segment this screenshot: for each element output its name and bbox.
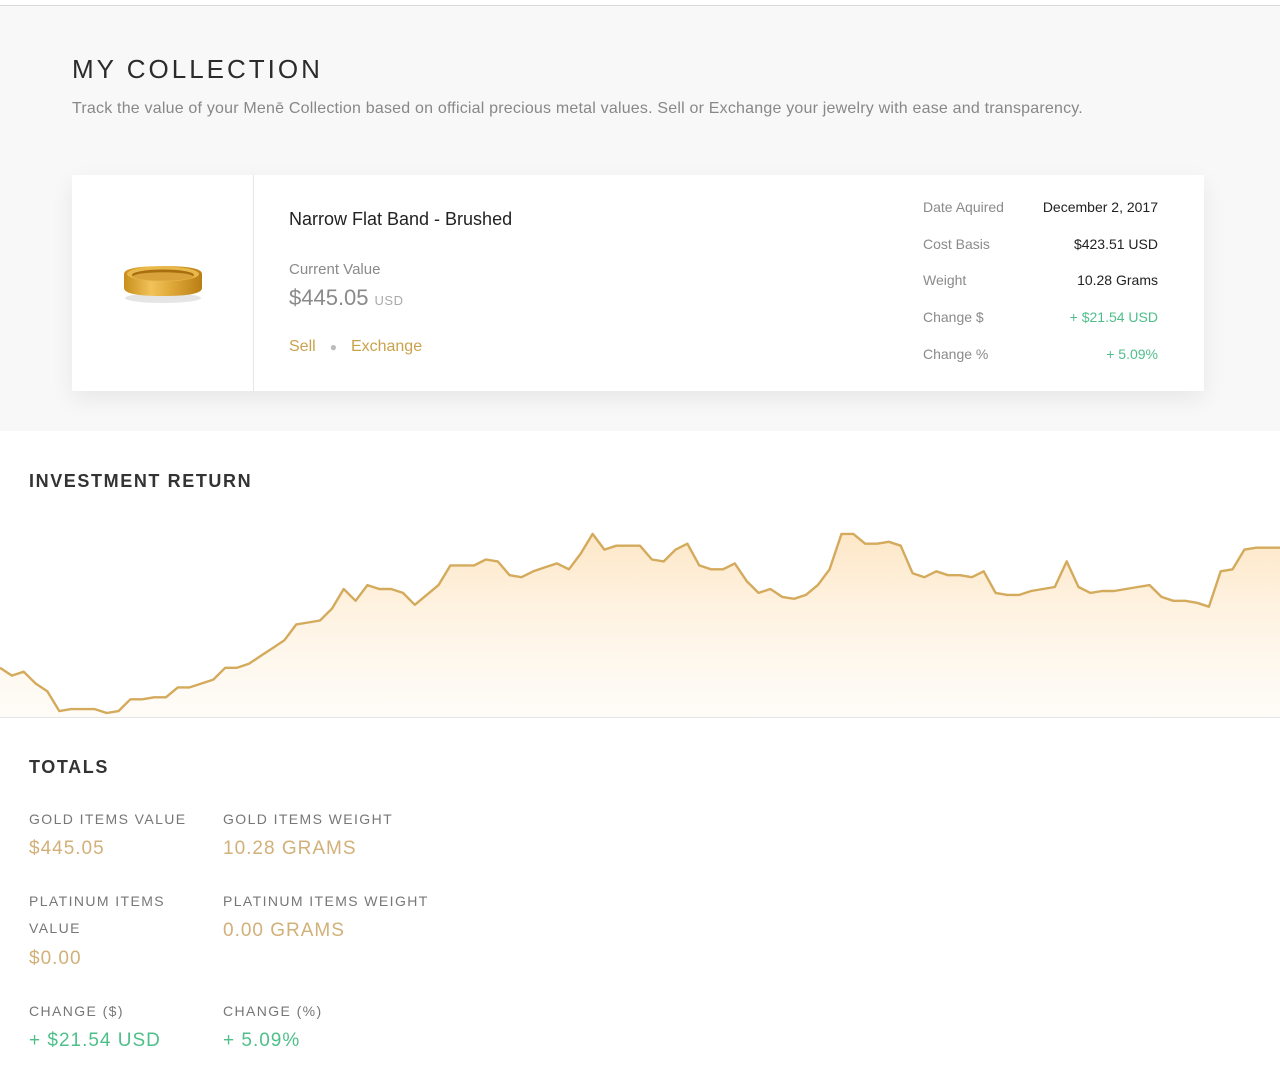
item-name: Narrow Flat Band - Brushed	[289, 209, 513, 229]
platinum-items-weight: 0.00 GRAMS	[223, 920, 345, 941]
platinum-items-weight-label: PLATINUM ITEMS WEIGHT	[223, 893, 429, 909]
sell-link[interactable]: Sell	[289, 338, 316, 355]
current-value-label: Current Value	[289, 261, 381, 278]
detail-row-change-pct: Change % + 5.09%	[923, 346, 1158, 383]
detail-label: Change %	[923, 345, 989, 362]
detail-row-date-acquired: Date Aquired December 2, 2017	[923, 199, 1158, 236]
detail-row-cost-basis: Cost Basis $423.51 USD	[923, 236, 1158, 273]
detail-value: + $21.54 USD	[1069, 309, 1158, 326]
chart-baseline	[0, 717, 1280, 718]
gold-items-weight-label: GOLD ITEMS WEIGHT	[223, 811, 394, 827]
gold-ring-icon	[123, 266, 202, 303]
item-actions: Sell ● Exchange	[289, 338, 422, 356]
collection-item-card: Narrow Flat Band - Brushed Current Value…	[72, 175, 1204, 391]
separator-dot-icon: ●	[329, 340, 337, 354]
change-usd-value: + $21.54 USD	[29, 1030, 161, 1051]
exchange-link[interactable]: Exchange	[350, 338, 423, 355]
platinum-items-value: $0.00	[29, 948, 82, 969]
detail-value: 10.28 Grams	[1077, 272, 1158, 289]
change-usd-label: CHANGE ($)	[29, 1003, 124, 1019]
gold-items-value-label: GOLD ITEMS VALUE	[29, 811, 187, 827]
label-line: VALUE	[29, 920, 81, 936]
item-image	[72, 175, 254, 391]
label-line: PLATINUM ITEMS	[29, 893, 166, 909]
gold-items-weight: 10.28 GRAMS	[223, 838, 357, 859]
current-value-amount: $445.05	[289, 285, 369, 310]
detail-label: Cost Basis	[923, 235, 990, 252]
investment-return-title: INVESTMENT RETURN	[29, 471, 253, 491]
investment-return-chart	[0, 512, 1280, 717]
current-value-unit: USD	[374, 293, 404, 308]
investment-chart-svg	[0, 532, 1280, 717]
chart-series-line	[0, 532, 1280, 715]
gold-items-value: $445.05	[29, 838, 105, 859]
detail-value: December 2, 2017	[1042, 199, 1158, 215]
totals-title: TOTALS	[29, 757, 109, 777]
collection-header: MY COLLECTION Track the value of your Me…	[0, 6, 1280, 431]
platinum-items-value-label: PLATINUM ITEMS VALUE	[29, 888, 165, 942]
detail-label: Date Aquired	[923, 199, 1004, 215]
top-divider	[0, 0, 1280, 6]
detail-row-weight: Weight 10.28 Grams	[923, 272, 1158, 309]
detail-row-change-usd: Change $ + $21.54 USD	[923, 309, 1158, 346]
change-pct-label: CHANGE (%)	[223, 1003, 323, 1019]
item-details: Date Aquired December 2, 2017 Cost Basis…	[923, 199, 1158, 382]
change-pct-value: + 5.09%	[223, 1030, 301, 1051]
page-title: MY COLLECTION	[72, 54, 323, 84]
detail-value: $423.51 USD	[1073, 235, 1158, 252]
chart-area-fill	[0, 533, 1280, 717]
detail-label: Change $	[923, 309, 984, 326]
page-subtitle: Track the value of your Menē Collection …	[72, 100, 1083, 117]
detail-label: Weight	[923, 272, 967, 289]
current-value: $445.05 USD	[289, 285, 403, 311]
detail-value: + 5.09%	[1106, 345, 1158, 362]
